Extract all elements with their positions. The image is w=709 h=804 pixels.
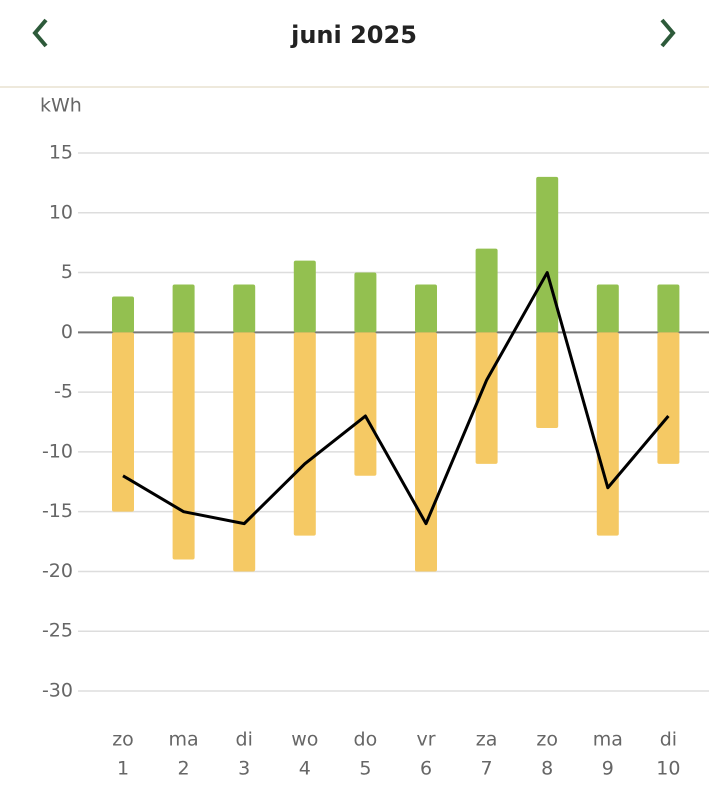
x-tick-weekday: ma <box>593 729 623 751</box>
x-tick-day: 1 <box>117 758 129 780</box>
bar <box>233 332 256 572</box>
bar <box>415 332 437 572</box>
x-tick-weekday: wo <box>291 729 318 751</box>
x-tick-day: 5 <box>359 758 371 780</box>
y-tick-label: 10 <box>49 201 73 223</box>
bar <box>172 332 195 560</box>
bar <box>354 272 377 333</box>
y-tick-label: -10 <box>42 440 73 462</box>
bar <box>657 284 680 333</box>
x-tick-day: 8 <box>541 758 553 780</box>
x-tick-weekday: zo <box>536 729 558 751</box>
x-tick-weekday: ma <box>169 729 199 751</box>
x-tick-weekday: di <box>236 729 253 751</box>
x-tick-weekday: do <box>354 729 378 751</box>
bar <box>112 296 134 333</box>
bar <box>657 332 680 464</box>
x-tick-weekday: zo <box>112 729 134 751</box>
bar <box>475 332 498 464</box>
month-title: juni 2025 <box>290 21 417 49</box>
bar <box>536 176 559 333</box>
x-tick-day: 10 <box>656 758 680 780</box>
y-tick-label: -15 <box>42 500 73 522</box>
x-tick-weekday: vr <box>416 729 435 751</box>
y-tick-label: -25 <box>42 620 73 642</box>
bar <box>536 332 559 428</box>
bar <box>596 332 619 536</box>
x-tick-day: 2 <box>178 758 190 780</box>
bar <box>596 284 619 333</box>
bar <box>233 284 256 333</box>
y-tick-label: -20 <box>42 560 73 582</box>
y-tick-label: -5 <box>54 381 73 403</box>
x-tick-weekday: za <box>476 729 498 751</box>
y-tick-label: 5 <box>61 261 73 283</box>
y-unit: kWh <box>40 95 82 117</box>
next-button[interactable] <box>660 18 676 48</box>
bar <box>415 284 437 333</box>
bar <box>293 332 316 536</box>
bar <box>172 284 195 333</box>
x-tick-day: 3 <box>238 758 250 780</box>
prev-button[interactable] <box>32 18 48 48</box>
line <box>122 271 670 526</box>
bar <box>112 332 134 512</box>
y-tick-label: 15 <box>49 142 73 164</box>
x-tick-weekday: di <box>660 729 677 751</box>
bar <box>293 260 316 333</box>
x-tick-day: 7 <box>481 758 493 780</box>
x-tick-day: 4 <box>299 758 311 780</box>
y-tick-label: -30 <box>42 680 73 702</box>
x-tick-day: 6 <box>420 758 432 780</box>
bar <box>475 248 498 333</box>
y-tick-label: 0 <box>61 321 73 343</box>
bar <box>354 332 377 476</box>
x-tick-day: 9 <box>602 758 614 780</box>
